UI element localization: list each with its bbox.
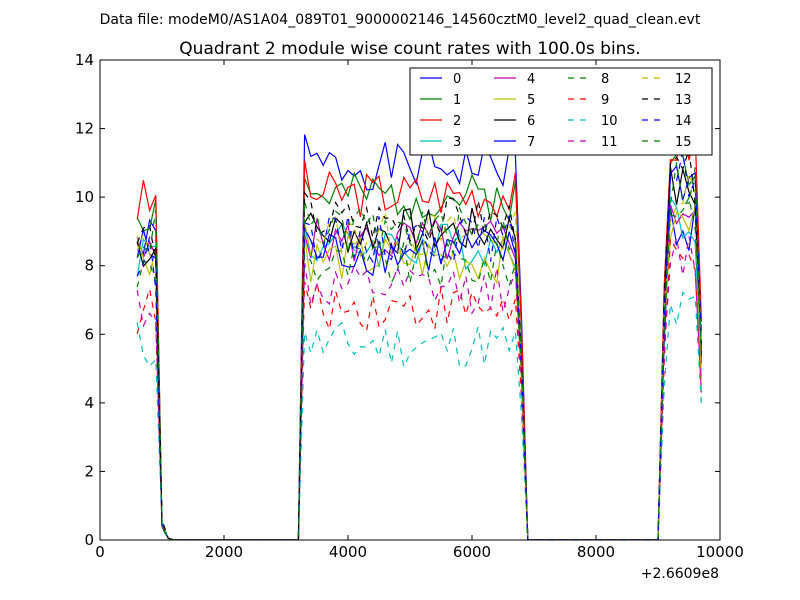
axes-frame [99, 59, 721, 541]
legend-label: 5 [527, 93, 535, 108]
legend-label: 14 [675, 114, 692, 129]
chart-title: Quadrant 2 module wise count rates with … [179, 39, 640, 59]
series-line-2 [136, 121, 702, 540]
series-line-11 [136, 236, 702, 540]
legend-label: 4 [527, 72, 535, 87]
series-line-4 [136, 204, 702, 540]
x-tick-label: 2000 [205, 543, 243, 561]
series-line-6 [136, 166, 702, 540]
series-layer [136, 121, 702, 540]
legend-label: 10 [601, 114, 618, 129]
legend-label: 0 [453, 72, 461, 87]
x-tick-label: 8000 [577, 543, 615, 561]
data-file-label: Data file: modeM0/AS1A04_089T01_90000021… [100, 12, 701, 28]
series-line-9 [136, 237, 702, 540]
legend-label: 8 [601, 72, 609, 87]
x-tick-label: 0 [95, 543, 105, 561]
legend-label: 3 [453, 135, 461, 150]
x-tick-label: 6000 [453, 543, 491, 561]
legend-label: 1 [453, 93, 461, 108]
y-tick-label: 2 [84, 462, 94, 480]
legend-label: 7 [527, 135, 535, 150]
x-tick-label: 10000 [696, 543, 744, 561]
y-tick-label: 14 [75, 51, 94, 69]
y-tick-label: 10 [75, 188, 94, 206]
series-line-7 [136, 164, 702, 540]
y-tick-label: 12 [75, 120, 94, 138]
legend-box [409, 67, 713, 156]
y-tick-label: 6 [84, 325, 94, 343]
series-line-0 [136, 134, 702, 540]
legend-label: 11 [601, 135, 618, 150]
legend-label: 2 [453, 114, 461, 129]
series-line-5 [136, 205, 702, 540]
series-line-3 [136, 195, 702, 540]
legend-label: 15 [675, 135, 692, 150]
series-line-13 [136, 149, 702, 540]
series-line-1 [136, 153, 702, 540]
series-line-12 [136, 172, 702, 540]
y-tick-label: 0 [84, 531, 94, 549]
legend-label: 12 [675, 72, 692, 87]
legend-label: 6 [527, 114, 535, 129]
legend-label: 13 [675, 93, 692, 108]
y-tick-label: 4 [84, 394, 94, 412]
y-tick-label: 8 [84, 257, 94, 275]
legend-label: 9 [601, 93, 609, 108]
series-line-8 [136, 195, 702, 540]
x-offset-label: +2.6609e8 [641, 566, 719, 582]
x-tick-label: 4000 [329, 543, 367, 561]
